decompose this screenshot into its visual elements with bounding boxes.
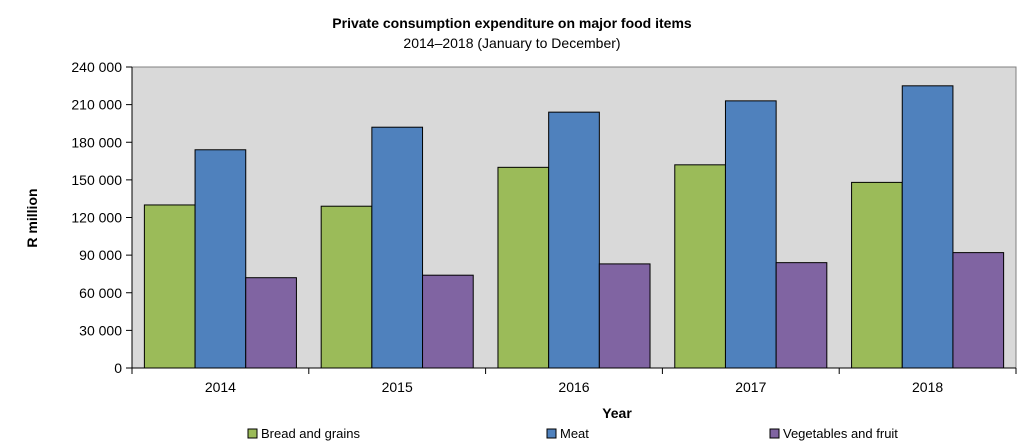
x-tick-label: 2016 bbox=[558, 379, 589, 395]
bar-bread-and-grains-2016 bbox=[497, 166, 550, 369]
x-tick-label: 2015 bbox=[382, 379, 413, 395]
x-axis-title: Year bbox=[602, 405, 632, 421]
x-tick-label: 2014 bbox=[205, 379, 236, 395]
legend-swatch bbox=[546, 428, 557, 439]
bar-meat-2016 bbox=[548, 111, 600, 369]
y-tick-label: 150 000 bbox=[71, 172, 122, 188]
bars-group bbox=[143, 85, 1005, 369]
bar-bread-and-grains-2014 bbox=[143, 204, 196, 369]
legend-label: Meat bbox=[560, 426, 589, 441]
x-tick-label: 2018 bbox=[912, 379, 943, 395]
y-tick-label: 30 000 bbox=[79, 322, 122, 338]
bar-vegetables-and-fruit-2015 bbox=[422, 274, 474, 369]
y-tick-label: 210 000 bbox=[71, 97, 122, 113]
legend-swatch bbox=[769, 428, 780, 439]
bar-meat-2018 bbox=[901, 85, 954, 369]
chart-subtitle: 2014–2018 (January to December) bbox=[403, 35, 620, 51]
x-tick-label: 2017 bbox=[735, 379, 766, 395]
y-tick-label: 90 000 bbox=[79, 247, 122, 263]
bar-bread-and-grains-2017 bbox=[674, 164, 726, 369]
y-tick-label: 180 000 bbox=[71, 134, 122, 150]
y-axis-title: R million bbox=[24, 188, 40, 247]
y-tick-label: 60 000 bbox=[79, 285, 122, 301]
bar-vegetables-and-fruit-2016 bbox=[598, 263, 651, 369]
bar-bread-and-grains-2018 bbox=[851, 181, 903, 369]
bar-vegetables-and-fruit-2014 bbox=[245, 277, 297, 369]
legend: Bread and grains Meat Vegetables and fruit bbox=[247, 426, 898, 441]
y-tick-label: 240 000 bbox=[71, 59, 122, 75]
y-tick-label: 0 bbox=[114, 360, 122, 376]
chart-title: Private consumption expenditure on major… bbox=[332, 15, 692, 31]
bar-bread-and-grains-2015 bbox=[320, 205, 373, 369]
legend-label: Bread and grains bbox=[261, 426, 361, 441]
bar-meat-2015 bbox=[371, 126, 424, 369]
bar-meat-2014 bbox=[194, 149, 247, 369]
y-axis: 0 30 000 60 000 90 000 120 000 150 000 180 000… bbox=[71, 59, 133, 376]
y-tick-label: 120 000 bbox=[71, 210, 122, 226]
bar-meat-2017 bbox=[724, 100, 777, 369]
legend-swatch bbox=[247, 428, 258, 439]
bar-vegetables-and-fruit-2018 bbox=[952, 252, 1005, 369]
legend-label: Vegetables and fruit bbox=[783, 426, 898, 441]
x-axis: 2014 2015 2016 2017 2018 bbox=[131, 367, 1017, 395]
bar-vegetables-and-fruit-2017 bbox=[775, 262, 828, 369]
